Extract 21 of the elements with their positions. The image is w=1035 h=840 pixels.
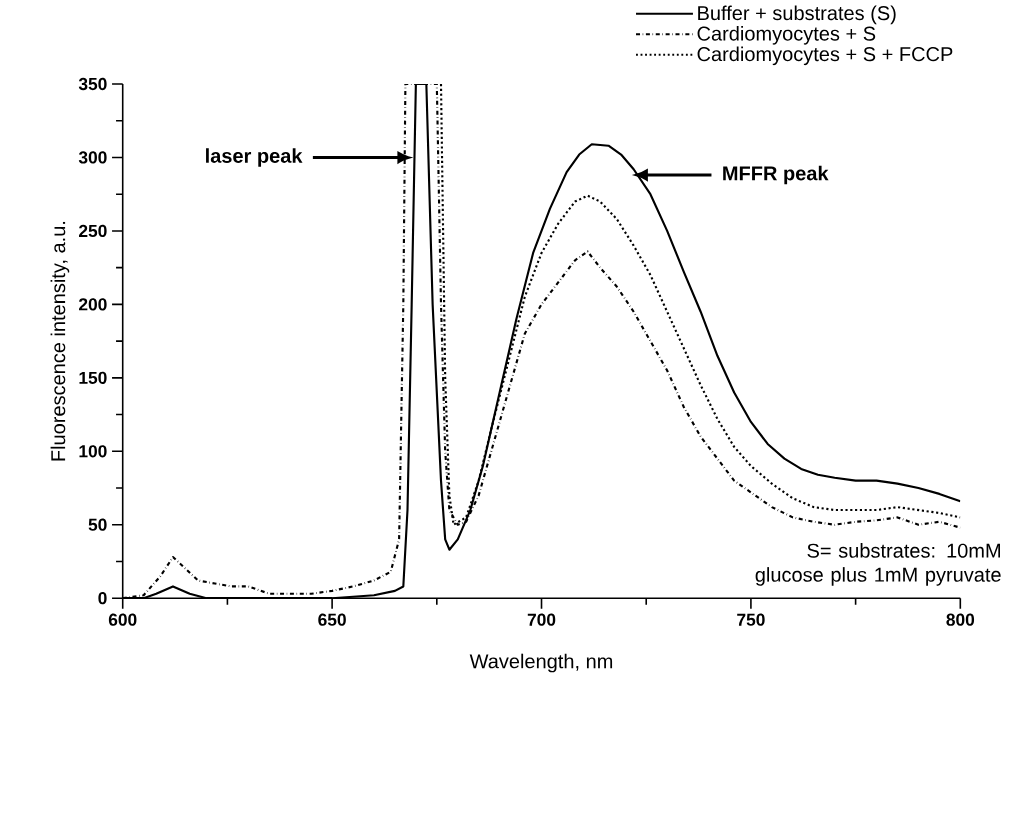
annotation: MFFR peak xyxy=(723,165,829,185)
legend-label: Buffer + substrates (S) xyxy=(698,5,896,25)
y-tick-label: 250 xyxy=(79,224,107,237)
x-tick-label: 650 xyxy=(318,613,346,626)
y-tick-label: 200 xyxy=(79,298,107,311)
y-tick-label: 50 xyxy=(88,518,107,531)
y-tick-label: 100 xyxy=(79,445,107,458)
legend-label: Cardiomyocytes + S xyxy=(697,25,876,45)
y-tick-label: 0 xyxy=(98,591,107,605)
x-tick-label: 600 xyxy=(108,613,137,626)
x-axis-title: Wavelength, nm xyxy=(469,653,613,673)
y-tick-label: 300 xyxy=(78,151,107,164)
annotation: laser peak xyxy=(206,148,303,167)
x-tick-label: 800 xyxy=(946,613,975,626)
legend-label: Cardiomyocytes + S + FCCP xyxy=(697,46,953,66)
y-axis-title: Fluorescence intensity, a.u. xyxy=(50,221,70,461)
x-tick-label: 750 xyxy=(737,613,765,626)
y-tick-label: 150 xyxy=(79,371,107,384)
y-tick-label: 350 xyxy=(78,77,107,91)
annotation: S= substrates: 10mM glucose plus 1mM pyruvate xyxy=(755,542,1001,586)
x-tick-label: 700 xyxy=(527,613,556,626)
